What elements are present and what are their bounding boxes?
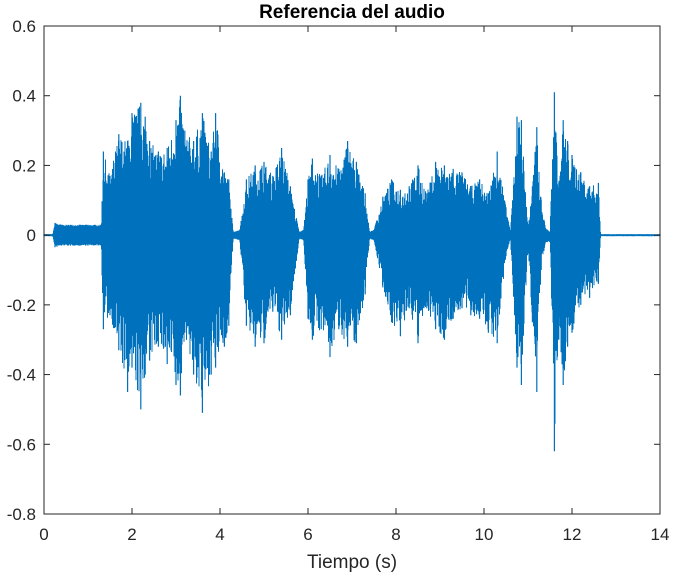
x-tick-label: 4 bbox=[215, 525, 224, 544]
axes-box bbox=[43, 25, 661, 515]
y-tick-label: 0 bbox=[27, 226, 36, 245]
y-tick-label: -0.2 bbox=[7, 296, 36, 315]
x-tick-label: 12 bbox=[563, 525, 582, 544]
x-tick-label: 14 bbox=[651, 525, 670, 544]
y-tick-label: -0.6 bbox=[7, 435, 36, 454]
ticks-layer: 0 2 4 6 8 10 12 14 -0.8 -0.6 -0.4 -0.2 0 0.2 0.4 0.6 bbox=[7, 17, 670, 544]
x-tick-label: 6 bbox=[303, 525, 312, 544]
y-tick-label: 0.2 bbox=[12, 156, 36, 175]
y-tick-label: 0.4 bbox=[12, 87, 36, 106]
x-tick-label: 0 bbox=[39, 525, 48, 544]
y-tick-label: -0.4 bbox=[7, 366, 36, 385]
x-axis-label: Tiempo (s) bbox=[307, 552, 397, 573]
y-tick-label: 0.6 bbox=[12, 17, 36, 36]
x-tick-label: 2 bbox=[127, 525, 136, 544]
x-tick-label: 8 bbox=[391, 525, 400, 544]
x-tick-label: 10 bbox=[475, 525, 494, 544]
chart-title: Referencia del audio bbox=[259, 2, 445, 23]
y-tick-label: -0.8 bbox=[7, 505, 36, 524]
